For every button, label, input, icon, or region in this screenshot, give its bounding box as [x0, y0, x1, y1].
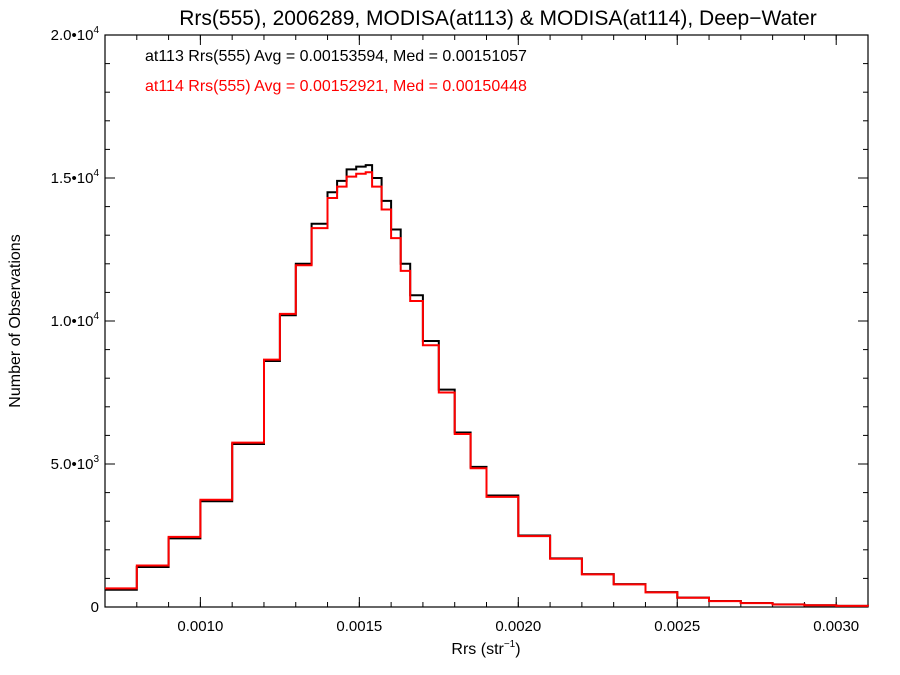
x-tick-label: 0.0025 [654, 618, 700, 635]
series-line-at114 [105, 171, 869, 607]
y-tick-mantissa: 2.0•10 [51, 27, 94, 44]
y-tick-label: 1.0•104 [51, 311, 100, 330]
y-tick-mantissa: 1.0•10 [51, 313, 94, 330]
x-tick-label: 0.0020 [495, 618, 541, 635]
y-tick-label: 1.5•104 [51, 168, 100, 187]
y-tick-label: 5.0•103 [51, 454, 100, 473]
legend-at113: at113 Rrs(555) Avg = 0.00153594, Med = 0… [145, 48, 527, 65]
x-tick-label: 0.0010 [177, 618, 223, 635]
y-tick-mantissa: 5.0•10 [51, 456, 94, 473]
series-layer [104, 164, 869, 607]
y-tick-mantissa: 1.5•10 [51, 170, 94, 187]
x-axis-label-main: Rrs (str [451, 641, 504, 658]
y-axis-label: Number of Observations [7, 234, 24, 407]
chart-title: Rrs(555), 2006289, MODISA(at113) & MODIS… [179, 7, 816, 30]
x-axis-label: Rrs (str−1) [451, 639, 520, 658]
x-tick-label: 0.0030 [813, 618, 859, 635]
y-tick-mantissa: 0 [91, 599, 99, 616]
x-axis-ticks: 0.0010 0.0015 0.0020 0.0025 0.0030 [104, 35, 869, 635]
y-tick-exponent: 4 [93, 168, 99, 179]
x-tick-label: 0.0015 [336, 618, 382, 635]
y-tick-label: 0 [91, 599, 99, 616]
y-tick-label: 2.0•104 [51, 25, 100, 44]
y-tick-exponent: 4 [93, 25, 99, 36]
y-tick-exponent: 4 [93, 311, 99, 322]
series-line-at113 [105, 164, 869, 607]
y-tick-exponent: 3 [93, 454, 99, 465]
plot-frame [104, 34, 869, 608]
legend-at114: at114 Rrs(555) Avg = 0.00152921, Med = 0… [145, 78, 527, 95]
x-axis-label-sup: −1 [504, 639, 516, 650]
x-axis-label-close: ) [515, 641, 520, 658]
